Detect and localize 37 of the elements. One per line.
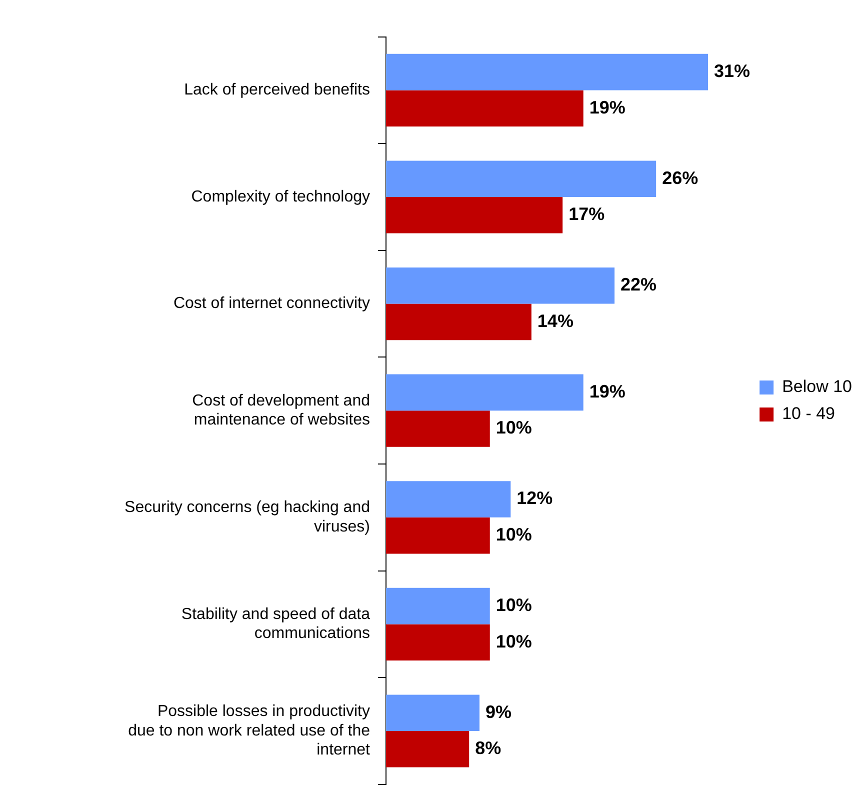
legend-label: 10 - 49 xyxy=(782,404,836,424)
bar xyxy=(386,90,584,127)
bar xyxy=(386,481,511,518)
y-tick-label: Lack of perceived benefits xyxy=(184,82,370,99)
bar xyxy=(386,731,470,768)
data-label: 10% xyxy=(496,418,532,438)
y-tick-label: Possible losses in productivity due to non work related use of the internet xyxy=(128,703,371,759)
data-label: 26% xyxy=(662,168,698,188)
data-label: 8% xyxy=(475,738,502,758)
legend-label: Below 10 xyxy=(782,377,852,396)
bar xyxy=(386,197,563,234)
bar xyxy=(386,54,708,90)
bar xyxy=(386,267,615,304)
y-tick-label: Cost of internet connectivity xyxy=(173,295,370,312)
data-label: 19% xyxy=(589,97,626,118)
y-tick-label: Stability and speed of data communications xyxy=(181,606,370,642)
bar xyxy=(386,160,656,197)
bar xyxy=(386,624,490,661)
data-label: 14% xyxy=(537,310,574,331)
data-label: 10% xyxy=(496,631,532,652)
bar xyxy=(386,588,490,624)
data-label: 31% xyxy=(714,61,750,82)
data-label: 17% xyxy=(568,204,605,224)
bar xyxy=(386,304,532,340)
y-tick-label: Complexity of technology xyxy=(191,188,370,206)
bar xyxy=(386,374,584,411)
data-label: 10% xyxy=(496,524,532,545)
y-tick-label: Security concerns (eg hacking and viruses) xyxy=(124,499,370,536)
data-label: 12% xyxy=(516,488,553,508)
bar xyxy=(386,410,490,447)
data-label: 19% xyxy=(589,381,626,402)
data-label: 22% xyxy=(620,274,657,295)
bar xyxy=(386,517,490,554)
data-label: 10% xyxy=(496,595,532,616)
y-tick-label: Cost of development and maintenance of websites xyxy=(192,392,370,429)
bar xyxy=(386,694,480,731)
data-label: 9% xyxy=(485,702,512,722)
